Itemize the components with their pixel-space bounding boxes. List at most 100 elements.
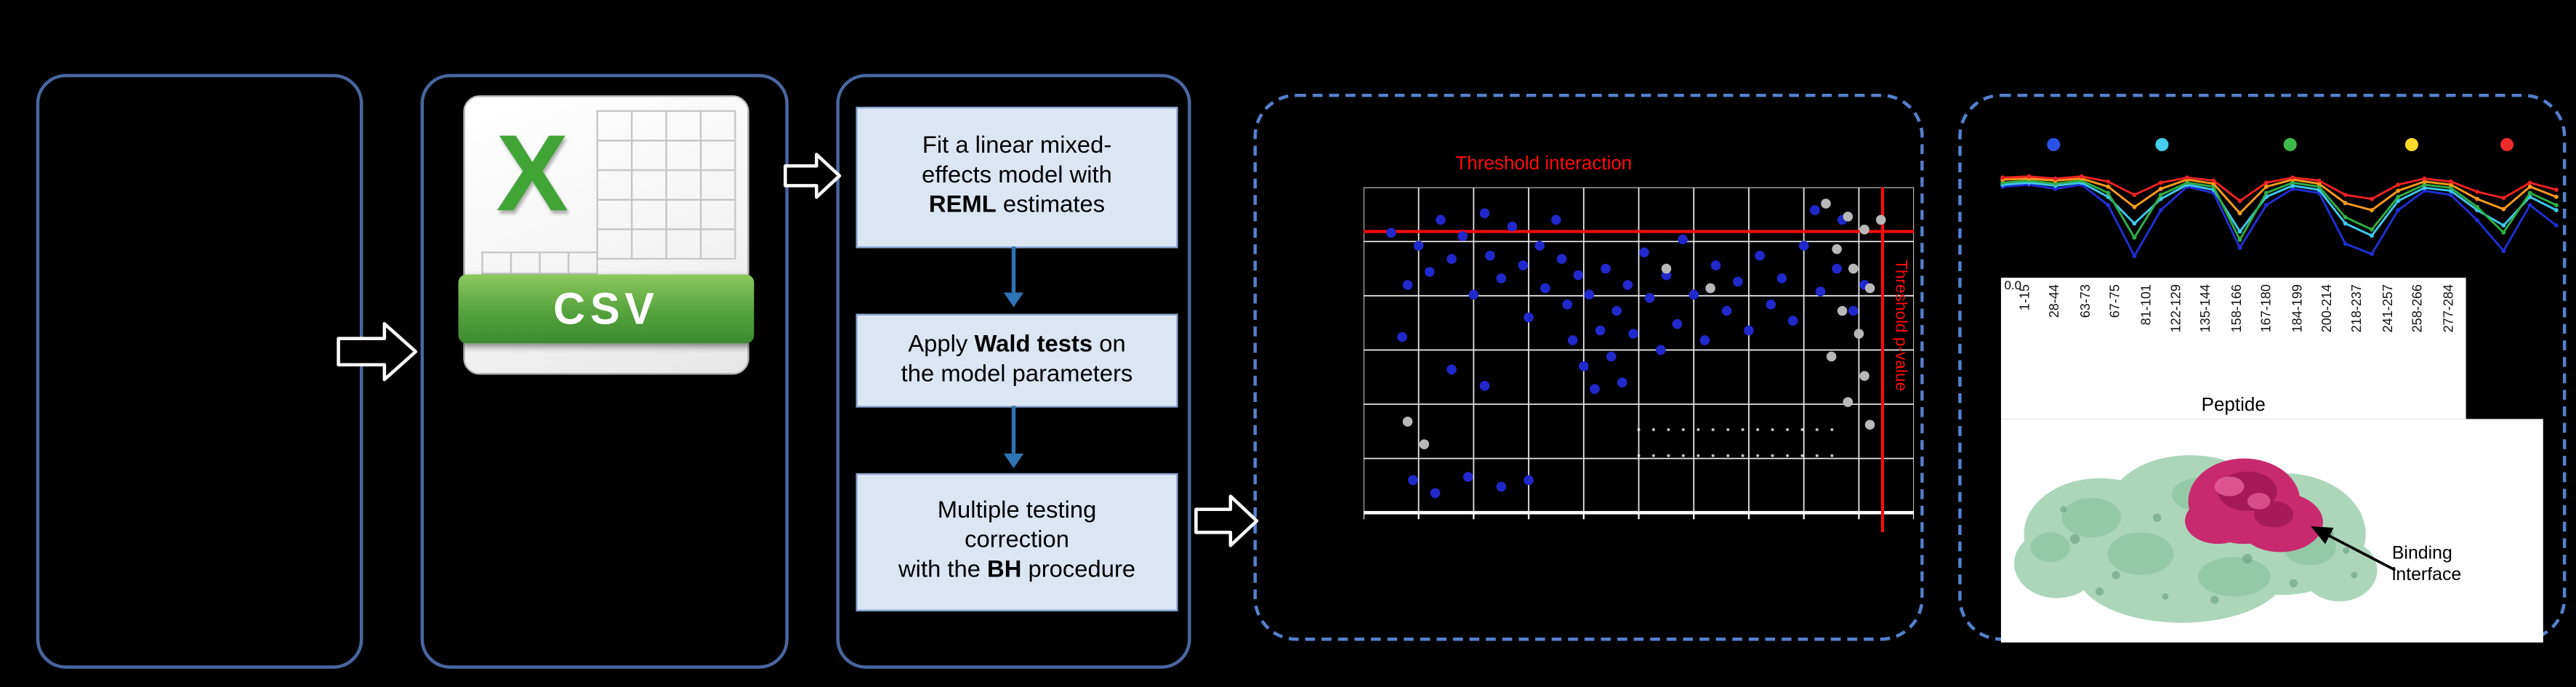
peptide-axis-panel: 0.0 1-15 28-44 63-73 67-75 81-101 122-129 135-… xyxy=(2000,277,2466,419)
scatter-point-significant xyxy=(1601,263,1611,274)
binding-interface-arrow xyxy=(2311,526,2396,571)
scatter-point-significant xyxy=(1832,263,1842,274)
scatter-point-nonsignificant xyxy=(1864,419,1875,430)
scatter-point-significant xyxy=(1848,305,1859,316)
scatter-point-significant xyxy=(1815,286,1826,297)
excel-x-logo: X xyxy=(496,111,569,233)
protein-structure xyxy=(2014,455,2396,623)
csv-banner: CSV xyxy=(458,274,754,344)
peptide-tick-label: 63-73 xyxy=(2077,284,2093,318)
scatter-point-significant xyxy=(1413,241,1424,251)
y-axis-tick: 0.0 xyxy=(2004,277,2022,293)
binding-interface-label: Binding interface xyxy=(2391,544,2462,586)
scatter-point-significant xyxy=(1524,475,1534,486)
scatter-point-significant xyxy=(1678,234,1688,245)
peptide-tick-label: 167-180 xyxy=(2259,284,2274,333)
scatter-point-significant xyxy=(1507,221,1518,232)
scatter-point-nonsignificant xyxy=(1843,212,1853,222)
peptide-tick-label: 28-44 xyxy=(2048,284,2063,318)
timepoint-dot xyxy=(2500,137,2514,151)
uptake-line-state1 xyxy=(2003,183,2557,257)
scatter-point-significant xyxy=(1573,270,1584,281)
arrow-csv-to-workflow xyxy=(784,153,842,199)
peptide-tick-label: 184-199 xyxy=(2289,284,2305,333)
scatter-point-significant xyxy=(1446,364,1457,375)
scatter-point-significant xyxy=(1534,241,1545,251)
panel-volcano-plot: Threshold interaction Threshold p-value xyxy=(1253,93,1924,641)
scatter-point-significant xyxy=(1628,329,1638,339)
axis-text-specks xyxy=(1637,428,1834,457)
peptide-tick-label: 158-166 xyxy=(2229,284,2244,333)
scatter-point-significant xyxy=(1733,276,1743,287)
scatter-point-nonsignificant xyxy=(1832,244,1842,254)
scatter-point-significant xyxy=(1408,475,1418,486)
scatter-point-significant xyxy=(1579,361,1589,371)
scatter-point-significant xyxy=(1479,208,1490,219)
step-fit-mixed-effects-model: Fit a linear mixed-effects model with REM… xyxy=(856,106,1178,249)
scatter-point-significant xyxy=(1485,250,1495,261)
scatter-point-significant xyxy=(1496,273,1507,284)
scatter-point-significant xyxy=(1744,325,1754,336)
scatter-point-significant xyxy=(1524,312,1534,323)
peptide-tick-label: 81-101 xyxy=(2138,284,2154,326)
scatter-point-nonsignificant xyxy=(1705,283,1715,294)
scatter-point-significant xyxy=(1606,351,1617,362)
scatter-point-significant xyxy=(1518,260,1529,270)
scatter-point-significant xyxy=(1446,254,1457,264)
scatter-point-nonsignificant xyxy=(1826,351,1837,362)
arrow-workflow-to-results xyxy=(1194,494,1259,547)
scatter-point-nonsignificant xyxy=(1837,305,1848,316)
timepoint-dot xyxy=(2047,137,2061,151)
protein-structure-panel: Binding interface xyxy=(2000,419,2543,643)
scatter-point-significant xyxy=(1397,332,1407,342)
peptide-tick-label: 135-144 xyxy=(2199,284,2214,333)
uptake-line-state4 xyxy=(2003,177,2557,214)
threshold-pvalue-label: Threshold p-value xyxy=(1891,260,1909,392)
scatter-point-nonsignificant xyxy=(1843,397,1853,407)
timepoint-legend xyxy=(1981,134,2563,154)
peptide-tick-label: 1-15 xyxy=(2017,284,2032,311)
scatter-point-significant xyxy=(1551,214,1561,225)
scatter-point-significant xyxy=(1617,377,1627,387)
scatter-point-significant xyxy=(1710,260,1721,270)
scatter-point-significant xyxy=(1468,289,1479,300)
panel-statistical-workflow: Fit a linear mixed-effects model with REM… xyxy=(836,73,1191,669)
panel-experimental-design xyxy=(36,73,363,669)
scatter-point-significant xyxy=(1462,472,1473,482)
scatter-point-significant xyxy=(1766,300,1776,310)
peptide-tick-label: 241-257 xyxy=(2380,284,2395,333)
scatter-point-significant xyxy=(1479,380,1490,391)
scatter-point-nonsignificant xyxy=(1402,417,1413,427)
scatter-point-significant xyxy=(1787,316,1798,326)
scatter-point-significant xyxy=(1496,481,1507,492)
significant-points xyxy=(1386,205,1869,499)
scatter-point-significant xyxy=(1755,250,1765,261)
csv-banner-label: CSV xyxy=(553,283,659,333)
nonsignificant-points xyxy=(1402,198,1886,449)
scatter-point-significant xyxy=(1584,289,1595,300)
scatter-point-significant xyxy=(1644,292,1655,303)
scatter-point-significant xyxy=(1721,305,1732,316)
scatter-point-significant xyxy=(1567,335,1578,345)
scatter-point-significant xyxy=(1562,300,1573,310)
scatter-point-significant xyxy=(1540,283,1550,294)
timepoint-dot xyxy=(2283,137,2297,151)
scatter-point-significant xyxy=(1457,231,1468,241)
scatter-point-significant xyxy=(1436,214,1446,225)
spreadsheet-grid xyxy=(596,110,736,260)
scatter-point-significant xyxy=(1689,289,1699,300)
scatter-point-nonsignificant xyxy=(1853,329,1864,339)
scatter-point-significant xyxy=(1425,267,1435,277)
scatter-point-nonsignificant xyxy=(1661,263,1672,274)
scatter-point-nonsignificant xyxy=(1848,263,1859,274)
uptake-line-state2 xyxy=(2003,181,2557,237)
step-wald-tests: Apply Wald tests on the model parameters xyxy=(856,313,1178,408)
scatter-point-significant xyxy=(1699,335,1710,345)
scatter-point-nonsignificant xyxy=(1875,214,1886,225)
scatter-point-nonsignificant xyxy=(1864,283,1875,294)
peptide-tick-label: 277-284 xyxy=(2440,284,2456,333)
step-bh-correction: Multiple testing correction with the BH pr… xyxy=(856,473,1178,611)
scatter-point-significant xyxy=(1590,384,1600,394)
